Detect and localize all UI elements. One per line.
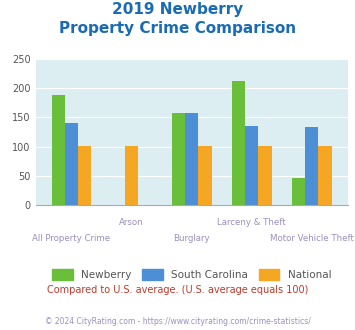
Text: Compared to U.S. average. (U.S. average equals 100): Compared to U.S. average. (U.S. average … <box>47 285 308 295</box>
Bar <box>258 146 272 205</box>
Bar <box>318 146 332 205</box>
Bar <box>245 126 258 205</box>
Text: © 2024 CityRating.com - https://www.cityrating.com/crime-statistics/: © 2024 CityRating.com - https://www.city… <box>45 317 310 326</box>
Bar <box>292 178 305 205</box>
Bar <box>185 113 198 205</box>
Bar <box>198 146 212 205</box>
Bar <box>172 113 185 205</box>
Text: Property Crime Comparison: Property Crime Comparison <box>59 21 296 36</box>
Legend: Newberry, South Carolina, National: Newberry, South Carolina, National <box>48 265 335 284</box>
Text: Burglary: Burglary <box>173 234 210 243</box>
Bar <box>305 127 318 205</box>
Bar <box>52 95 65 205</box>
Text: Larceny & Theft: Larceny & Theft <box>218 218 286 227</box>
Bar <box>232 81 245 205</box>
Bar <box>65 123 78 205</box>
Text: 2019 Newberry: 2019 Newberry <box>112 2 243 16</box>
Text: Arson: Arson <box>119 218 144 227</box>
Text: Motor Vehicle Theft: Motor Vehicle Theft <box>270 234 354 243</box>
Bar <box>125 146 138 205</box>
Bar <box>78 146 91 205</box>
Text: All Property Crime: All Property Crime <box>33 234 111 243</box>
